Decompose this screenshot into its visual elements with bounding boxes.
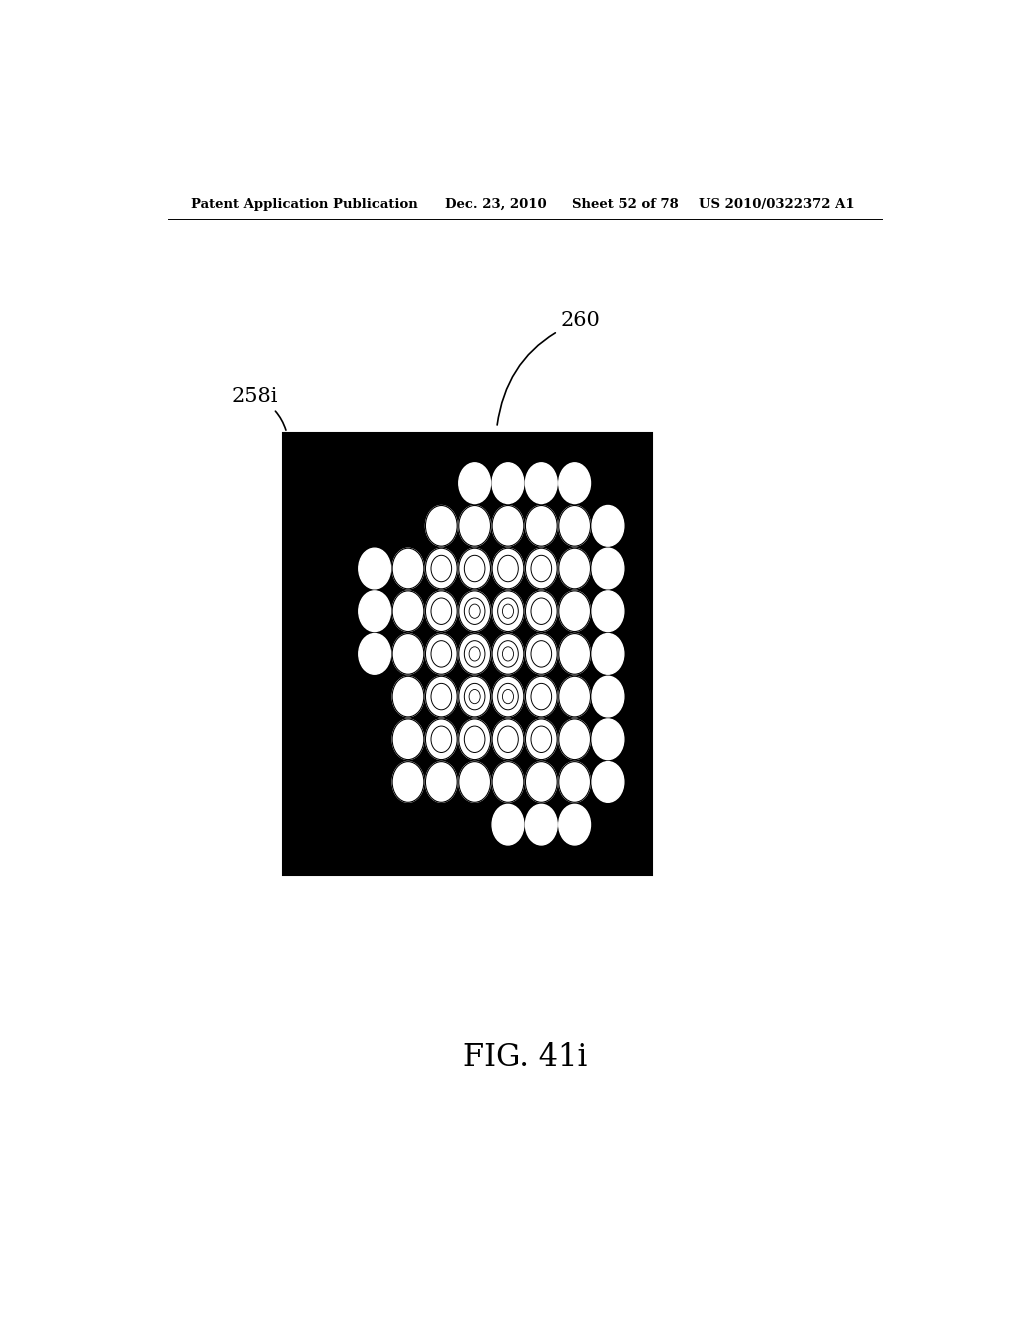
Circle shape: [358, 634, 390, 675]
Circle shape: [559, 463, 591, 503]
Circle shape: [592, 506, 624, 546]
Text: US 2010/0322372 A1: US 2010/0322372 A1: [699, 198, 855, 211]
Circle shape: [592, 634, 624, 675]
Circle shape: [493, 719, 524, 759]
Circle shape: [559, 804, 591, 845]
Text: Sheet 52 of 78: Sheet 52 of 78: [572, 198, 679, 211]
Circle shape: [525, 463, 557, 503]
Circle shape: [592, 719, 624, 759]
Circle shape: [392, 591, 424, 631]
Circle shape: [493, 804, 524, 845]
Circle shape: [559, 762, 591, 803]
Text: 260: 260: [497, 312, 600, 425]
Circle shape: [459, 548, 490, 589]
Circle shape: [459, 506, 490, 546]
Text: 258i: 258i: [231, 387, 286, 430]
Circle shape: [392, 634, 424, 675]
Circle shape: [559, 506, 591, 546]
Circle shape: [493, 463, 524, 503]
Circle shape: [392, 762, 424, 803]
Circle shape: [493, 548, 524, 589]
Circle shape: [525, 676, 557, 717]
Circle shape: [358, 591, 390, 631]
Circle shape: [459, 762, 490, 803]
Circle shape: [425, 719, 457, 759]
Circle shape: [592, 676, 624, 717]
Text: Patent Application Publication: Patent Application Publication: [191, 198, 418, 211]
Circle shape: [358, 548, 390, 589]
Circle shape: [525, 719, 557, 759]
Text: Dec. 23, 2010: Dec. 23, 2010: [445, 198, 547, 211]
Circle shape: [425, 506, 457, 546]
Circle shape: [493, 676, 524, 717]
Circle shape: [525, 634, 557, 675]
Circle shape: [592, 548, 624, 589]
Circle shape: [559, 719, 591, 759]
Circle shape: [493, 762, 524, 803]
Circle shape: [425, 634, 457, 675]
Circle shape: [525, 762, 557, 803]
Circle shape: [425, 591, 457, 631]
Circle shape: [459, 719, 490, 759]
Circle shape: [525, 506, 557, 546]
Circle shape: [559, 676, 591, 717]
Circle shape: [459, 676, 490, 717]
Text: FIG. 41i: FIG. 41i: [463, 1043, 587, 1073]
Circle shape: [559, 548, 591, 589]
Circle shape: [592, 762, 624, 803]
Circle shape: [493, 634, 524, 675]
Circle shape: [525, 591, 557, 631]
Circle shape: [425, 762, 457, 803]
Circle shape: [392, 719, 424, 759]
Circle shape: [392, 676, 424, 717]
Circle shape: [525, 548, 557, 589]
Circle shape: [493, 506, 524, 546]
Circle shape: [459, 634, 490, 675]
Circle shape: [559, 634, 591, 675]
Circle shape: [592, 591, 624, 631]
Circle shape: [559, 591, 591, 631]
Circle shape: [392, 548, 424, 589]
Bar: [283, 433, 652, 875]
Circle shape: [425, 548, 457, 589]
Circle shape: [425, 676, 457, 717]
Circle shape: [459, 591, 490, 631]
Circle shape: [459, 463, 490, 503]
Circle shape: [525, 804, 557, 845]
Circle shape: [493, 591, 524, 631]
